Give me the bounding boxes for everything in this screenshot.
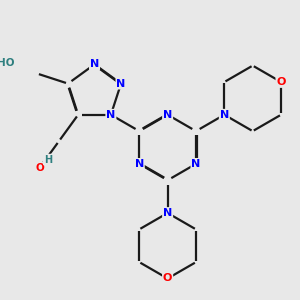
Text: O: O <box>163 274 172 284</box>
Text: N: N <box>135 159 144 169</box>
Text: O: O <box>276 77 286 87</box>
Text: HO: HO <box>0 58 14 68</box>
Text: H: H <box>44 154 52 165</box>
Text: N: N <box>163 208 172 218</box>
Text: N: N <box>90 59 99 69</box>
Text: N: N <box>191 159 201 169</box>
Text: N: N <box>116 79 126 88</box>
Text: O: O <box>35 163 44 173</box>
Text: N: N <box>106 110 116 120</box>
Text: N: N <box>163 110 172 120</box>
Text: N: N <box>220 110 229 120</box>
